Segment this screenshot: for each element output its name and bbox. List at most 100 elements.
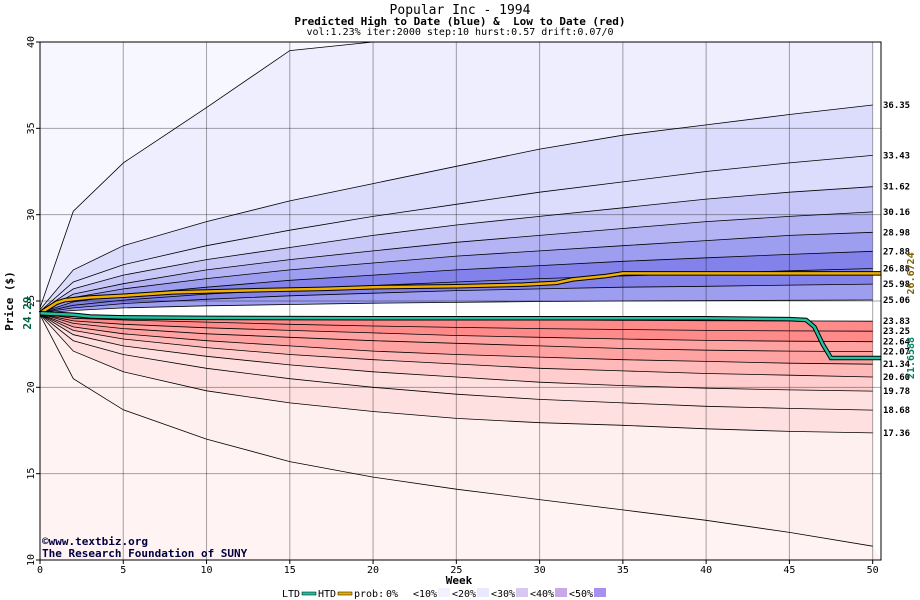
- x-tick-label-50: 50: [867, 565, 879, 576]
- band-blue-6: [40, 251, 873, 313]
- quantile-end-labels: 36.35 33.43 31.62 30.16 28.98 27.88 26.88 25.98…: [883, 101, 917, 439]
- y-tick-label-20: 20: [26, 381, 37, 393]
- quantile-line-13: [39, 313, 873, 352]
- band-blue-5: [40, 232, 873, 313]
- x-tick-label-40: 40: [700, 565, 712, 576]
- ltd-end-label: 21.6588: [906, 337, 917, 379]
- band-red-0: [40, 313, 873, 332]
- band-red-2: [40, 313, 873, 352]
- legend-htd-label: HTD: [318, 589, 336, 600]
- legend-swatch-2: [477, 588, 489, 597]
- quantile-label-17: 18.68: [883, 406, 910, 416]
- quantile-label-3: 31.62: [883, 183, 910, 193]
- x-tick-label-15: 15: [284, 565, 296, 576]
- x-tick-label-10: 10: [201, 565, 213, 576]
- legend-swatch-1: [438, 588, 450, 597]
- band-blue-7: [40, 268, 873, 313]
- quantile-label-5: 28.98: [883, 228, 910, 238]
- band-blue-1: [40, 105, 873, 312]
- quantile-label-2: 33.43: [883, 151, 910, 161]
- x-tick-label-20: 20: [367, 565, 379, 576]
- quantile-line-19: [39, 314, 873, 547]
- y-axis-label: Price ($): [3, 271, 16, 331]
- quantile-label-12: 22.64: [883, 338, 911, 348]
- y-tick-label-30: 30: [26, 209, 37, 221]
- quantile-line-5: [39, 231, 873, 313]
- x-tick-label-5: 5: [120, 565, 126, 576]
- start-price-label: 24.29: [21, 296, 34, 329]
- y-tick-label-40: 40: [26, 36, 37, 48]
- quantile-label-18: 17.36: [883, 429, 910, 439]
- quantile-label-8: 25.98: [883, 280, 910, 290]
- quantile-line-17: [39, 313, 873, 411]
- chart-subtitle: Predicted High to Date (blue) & Low to D…: [294, 15, 626, 28]
- quantile-line-8: [39, 283, 873, 314]
- quantile-label-14: 21.34: [883, 360, 911, 370]
- legend-htd-swatch: [337, 591, 353, 596]
- y-tick-label-10: 10: [26, 554, 37, 566]
- chart-title: Popular Inc - 1994: [389, 3, 531, 18]
- band-red-4: [40, 314, 873, 377]
- quantile-label-4: 30.16: [883, 208, 910, 218]
- legend-item-3: <30%: [491, 589, 515, 600]
- x-tick-label-35: 35: [617, 565, 629, 576]
- band-blue-outer: [40, 42, 881, 308]
- band-red-7: [40, 314, 873, 433]
- x-tick-label-0: 0: [37, 565, 43, 576]
- legend-item-2: <20%: [452, 589, 476, 600]
- band-blue-8: [40, 284, 873, 314]
- axes: 0 5 10 15 20 25 30 35 40 45 50 10 15 20 25 30 35 40: [26, 36, 879, 576]
- quantile-label-9: 25.06: [883, 296, 910, 306]
- quantile-line-16: [39, 313, 873, 392]
- band-red-8: [40, 314, 873, 547]
- band-blue-3: [40, 186, 873, 313]
- quantile-line-14: [39, 313, 873, 365]
- legend-swatch-5: [594, 588, 606, 597]
- band-red-6: [40, 314, 873, 411]
- legend: LTD HTD prob: 0% <10% <20% <30% <40% <50%: [282, 588, 606, 600]
- quantile-label-6: 27.88: [883, 247, 910, 257]
- htd-line: [39, 272, 881, 315]
- y-tick-label-35: 35: [26, 122, 37, 134]
- credit-organization: The Research Foundation of SUNY: [42, 547, 248, 560]
- quantile-line-11: [39, 313, 873, 332]
- legend-swatch-0: [399, 588, 411, 597]
- quantile-label-16: 19.78: [883, 387, 910, 397]
- credit-website: ©www.textbiz.org: [42, 535, 148, 548]
- x-tick-label-25: 25: [450, 565, 462, 576]
- quantile-label-10: 23.83: [883, 317, 910, 327]
- quantile-line-12: [39, 313, 873, 343]
- quantile-line-3: [39, 186, 873, 312]
- series-lines: [38, 271, 881, 361]
- band-blue-0: [40, 42, 873, 310]
- legend-swatch-3: [516, 588, 528, 597]
- quantile-line-4: [39, 211, 873, 313]
- simulation-params: vol:1.23% iter:2000 step:10 hurst:0.57 d…: [306, 27, 614, 38]
- x-axis-label: Week: [446, 574, 473, 587]
- htd-end-label: 26.6724: [906, 252, 917, 294]
- x-tick-label-30: 30: [534, 565, 546, 576]
- quantile-line-2: [39, 155, 873, 312]
- band-red-outer: [40, 314, 881, 560]
- quantile-label-15: 20.60: [883, 373, 910, 383]
- quantile-line-15: [39, 313, 873, 378]
- legend-item-5: <50%: [569, 589, 593, 600]
- quantile-label-13: 22.07: [883, 348, 910, 358]
- y-tick-label-15: 15: [26, 468, 37, 480]
- ltd-line: [39, 312, 881, 360]
- quantile-line-9: [39, 299, 873, 314]
- legend-ltd-swatch: [301, 591, 317, 596]
- legend-item-0: 0%: [386, 589, 398, 600]
- quantile-line-18: [39, 314, 873, 434]
- band-blue-2: [40, 155, 873, 312]
- band-red-3: [40, 313, 873, 365]
- quantile-label-11: 23.25: [883, 327, 910, 337]
- x-tick-label-45: 45: [783, 565, 795, 576]
- band-blue-4: [40, 211, 873, 313]
- legend-prob-label: prob:: [354, 589, 384, 600]
- legend-item-4: <40%: [530, 589, 554, 600]
- quantile-label-7: 26.88: [883, 265, 910, 275]
- y-tick-label-25: 25: [26, 295, 37, 307]
- legend-item-1: <10%: [413, 589, 437, 600]
